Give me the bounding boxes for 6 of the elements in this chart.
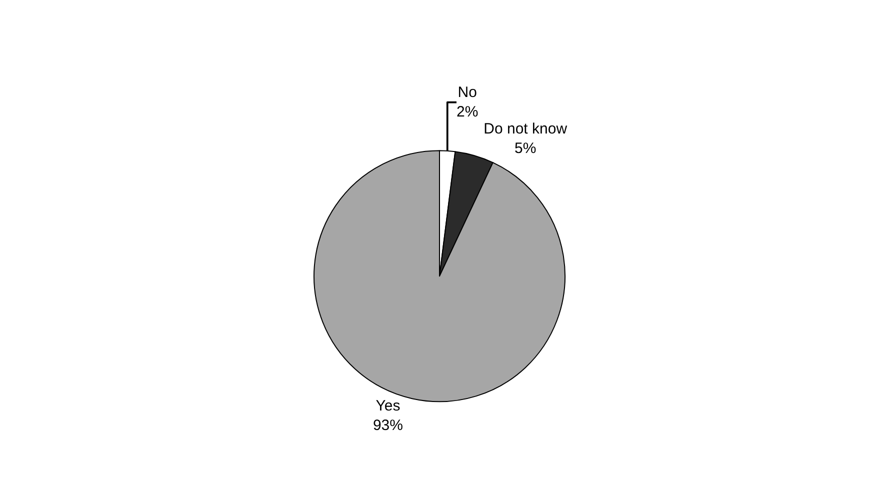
slice-label: No <box>458 84 477 102</box>
slice-label: Yes <box>376 398 400 415</box>
data-label: 5% <box>514 140 536 158</box>
data-label: 93% <box>372 417 403 434</box>
data-label: 2% <box>456 104 478 121</box>
slice-label: Do not know <box>484 120 568 138</box>
